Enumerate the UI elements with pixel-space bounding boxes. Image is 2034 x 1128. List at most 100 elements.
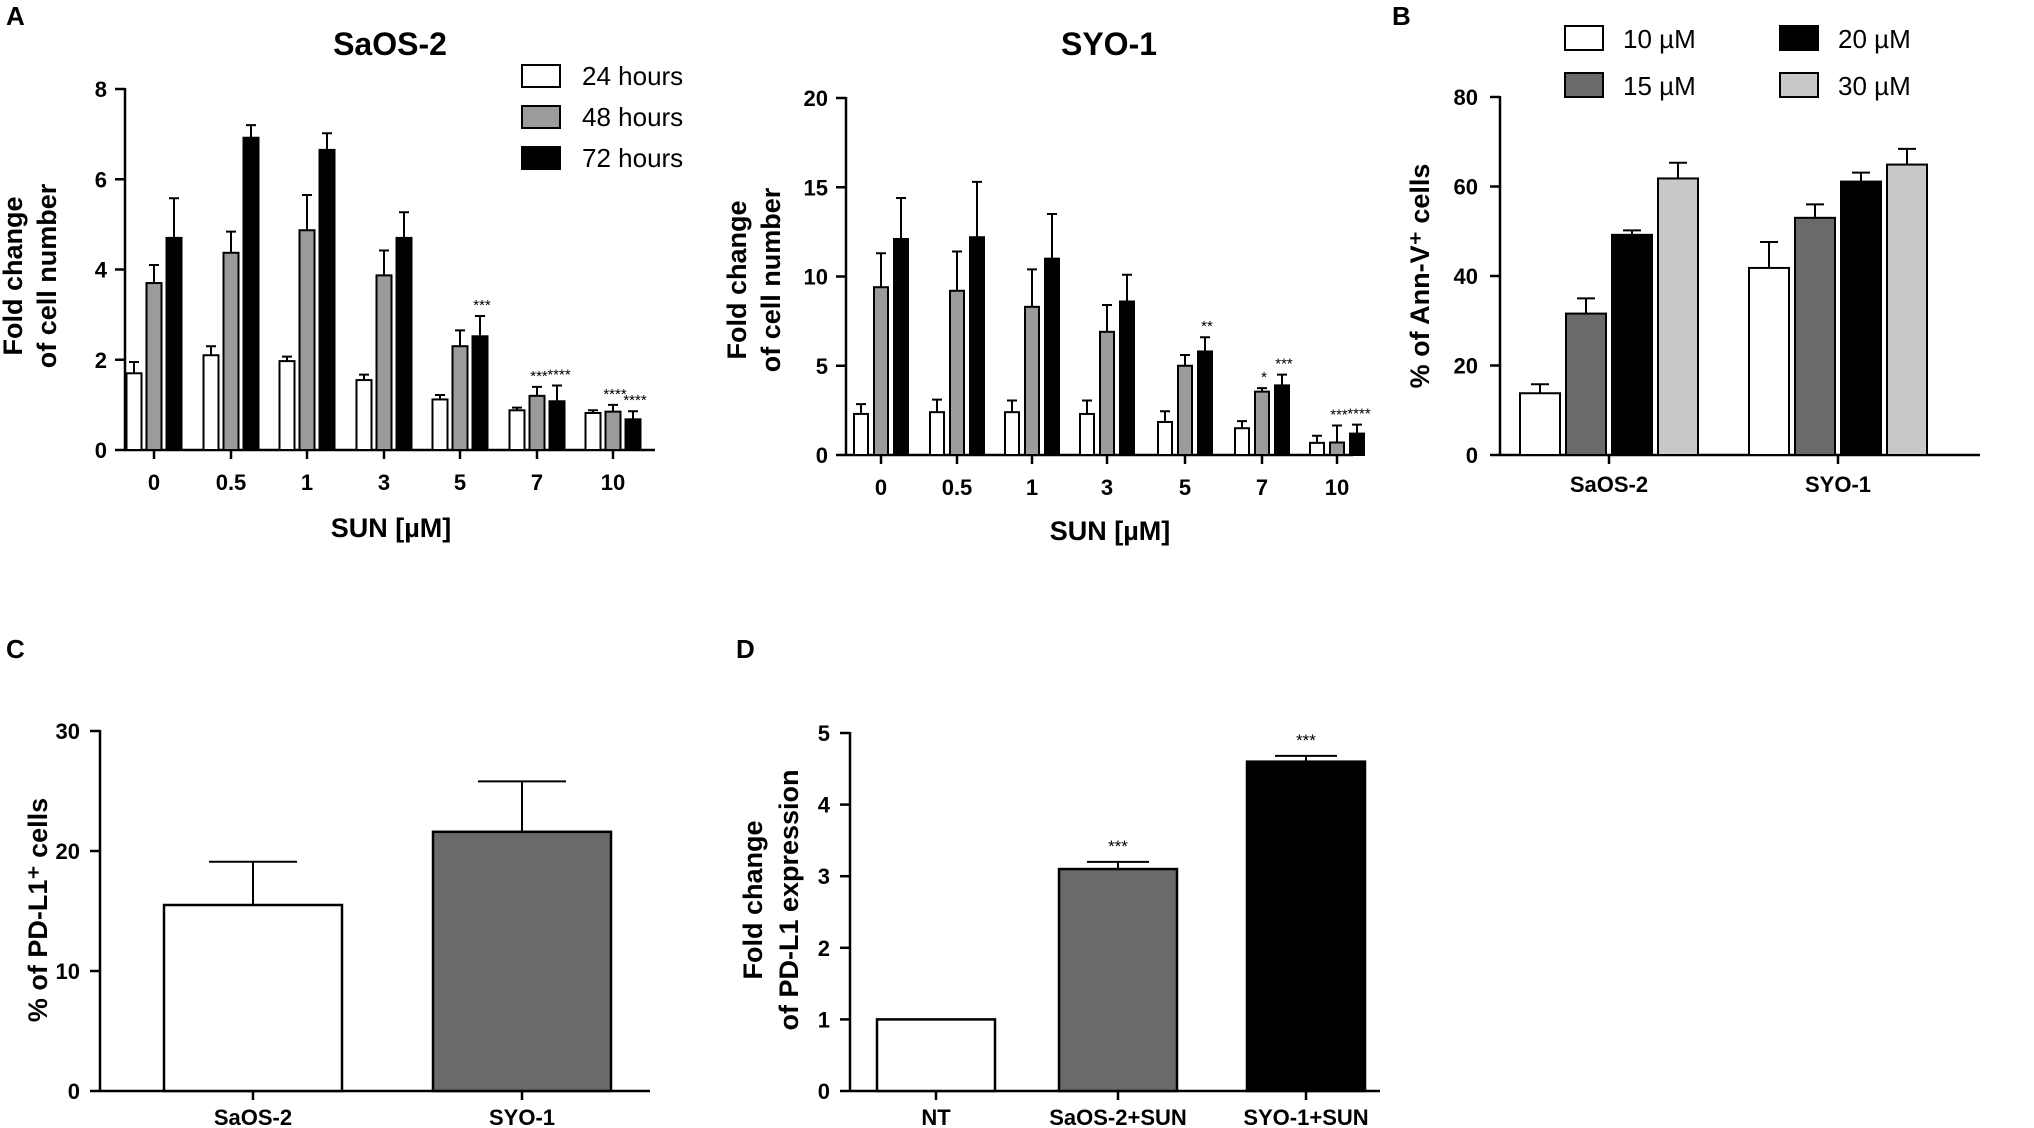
saos2-bar <box>528 394 546 452</box>
panel-label-d: D <box>736 634 755 664</box>
saos2-y-tick-label: 0 <box>95 438 107 463</box>
annexin-y-axis-label-line: % of Ann-V⁺ cells <box>1405 164 1435 389</box>
saos2-error-bar <box>322 132 332 150</box>
syo1-error-bar <box>876 252 886 288</box>
saos2-bar <box>125 372 143 452</box>
saos2-significance-label: **** <box>603 386 627 403</box>
syo1-y-axis-label: Fold change of cell number <box>722 187 786 372</box>
annexin-y-axis-label: % of Ann-V⁺ cells <box>1405 164 1435 389</box>
syo1-y-tick-label: 0 <box>816 443 828 468</box>
saos2-error-bar <box>455 329 465 347</box>
pdl1exp-error-bar <box>1275 754 1337 762</box>
syo1-significance-label: **** <box>1347 406 1371 423</box>
syo1-bar <box>1177 364 1193 456</box>
saos2-error-bar <box>206 345 216 356</box>
pdl1exp-bar <box>1245 760 1367 1093</box>
pdl1pct-y-tick-label: 0 <box>68 1079 80 1104</box>
syo1-title: SYO-1 <box>1061 26 1157 62</box>
syo1-bar <box>949 289 965 456</box>
syo1-significance-label: *** <box>1330 407 1348 424</box>
annexin-bar <box>1794 216 1836 456</box>
pdl1exp-significance-label: *** <box>1296 731 1316 750</box>
pdl1exp-y-tick-label: 1 <box>818 1007 830 1032</box>
saos2-bar <box>298 229 316 451</box>
chart-pdl1-percent: 0 10 20 30 % of PD-L1⁺ cells SaOS-2 SYO-1 <box>23 719 650 1128</box>
annexin-bar <box>1611 233 1653 456</box>
syo1-x-tick-label: 7 <box>1256 475 1268 500</box>
syo1-y-tick-label: 10 <box>804 265 828 290</box>
annexin-legend-swatch <box>1779 72 1819 98</box>
saos2-x-tick-label: 3 <box>378 470 390 495</box>
annexin-error-bar <box>1623 229 1641 235</box>
annexin-error-bar <box>1760 240 1778 268</box>
legend-swatch-72-hours <box>521 146 561 170</box>
saos2-error-bar <box>226 230 236 253</box>
pdl1pct-y-axis-label: % of PD-L1⁺ cells <box>23 798 53 1022</box>
annexin-legend-swatch <box>1779 25 1819 51</box>
pdl1exp-bar <box>1057 867 1179 1093</box>
saos2-bar <box>395 236 413 451</box>
saos2-error-bar <box>512 406 522 411</box>
pdl1exp-y-tick-label: 4 <box>818 793 831 818</box>
syo1-y-axis-label-line: Fold change <box>722 200 752 359</box>
syo1-bar <box>929 411 945 457</box>
saos2-bar <box>451 345 469 451</box>
legend-label: 72 hours <box>582 143 683 173</box>
pdl1pct-bar <box>431 830 613 1093</box>
syo1-error-bar <box>1160 410 1170 422</box>
saos2-significance-label: **** <box>623 392 647 409</box>
pdl1exp-y-axis-label-line: of PD-L1 expression <box>774 769 804 1030</box>
syo1-error-bar <box>1082 399 1092 414</box>
syo1-error-bar <box>1257 387 1267 392</box>
saos2-error-bar <box>588 409 598 413</box>
saos2-x-tick-label: 0 <box>148 470 160 495</box>
saos2-y-axis-label: Fold change of cell number <box>0 183 62 368</box>
saos2-bar <box>431 398 449 451</box>
annexin-y-tick-label: 0 <box>1466 443 1478 468</box>
syo1-significance-label: * <box>1261 369 1267 386</box>
saos2-x-axis-label: SUN [µM] <box>331 513 452 543</box>
syo1-x-tick-label: 0 <box>875 475 887 500</box>
syo1-bar <box>1044 257 1060 456</box>
syo1-error-bar <box>1237 420 1247 429</box>
annexin-error-bar <box>1852 171 1870 182</box>
saos2-error-bar <box>359 373 369 381</box>
saos2-y-tick-label: 4 <box>95 258 108 283</box>
panel-label-b: B <box>1392 1 1411 31</box>
chart-annexin-v: 0 20 40 60 80 % of Ann-V⁺ cells SaOS-2 SYO-1 10 … <box>1405 24 1980 497</box>
syo1-error-bar <box>1200 336 1210 352</box>
syo1-error-bar <box>856 403 866 414</box>
syo1-bar <box>1329 441 1345 457</box>
legend-label: 24 hours <box>582 61 683 91</box>
saos2-bar <box>624 418 642 452</box>
panel-label-a: A <box>6 1 25 31</box>
pdl1exp-y-axis-label: Fold change of PD-L1 expression <box>738 769 804 1030</box>
pdl1exp-y-tick-label: 0 <box>818 1079 830 1104</box>
saos2-bar <box>584 411 602 451</box>
saos2-bar <box>278 360 296 452</box>
annexin-legend-label: 30 µM <box>1838 71 1911 101</box>
annexin-error-bar <box>1806 203 1824 218</box>
syo1-bar <box>1197 350 1213 456</box>
syo1-significance-label: ** <box>1201 318 1213 335</box>
syo1-y-tick-label: 20 <box>804 86 828 111</box>
pdl1pct-x-tick-label: SYO-1 <box>489 1105 555 1128</box>
saos2-x-tick-label: 10 <box>601 470 625 495</box>
annexin-error-bar <box>1669 161 1687 179</box>
saos2-error-bar <box>628 410 638 420</box>
pdl1exp-y-tick-label: 5 <box>818 721 830 746</box>
syo1-bar <box>1274 384 1290 457</box>
saos2-y-tick-label: 8 <box>95 77 107 102</box>
saos2-error-bar <box>302 194 312 231</box>
saos2-bar <box>375 274 393 451</box>
syo1-bar <box>1234 427 1250 457</box>
legend-label: 48 hours <box>582 102 683 132</box>
saos2-error-bar <box>169 197 179 238</box>
syo1-y-tick-label: 5 <box>816 354 828 379</box>
saos2-bar <box>165 236 183 451</box>
annexin-y-tick-label: 80 <box>1454 85 1478 110</box>
pdl1exp-bar <box>875 1018 997 1093</box>
saos2-bar <box>471 335 489 451</box>
syo1-bar <box>1079 412 1095 457</box>
